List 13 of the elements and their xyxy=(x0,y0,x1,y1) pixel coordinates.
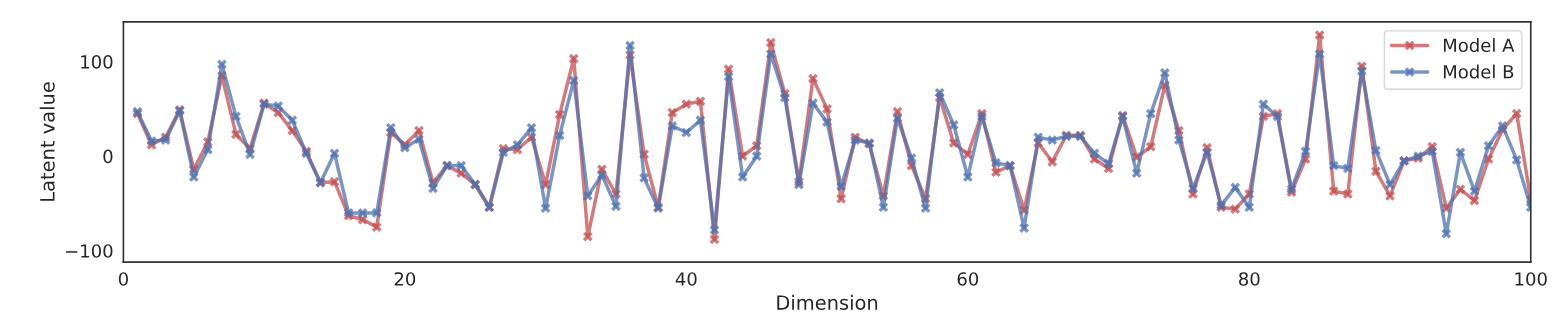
legend-label: Model A xyxy=(1443,38,1515,53)
y-tick-label: −100 xyxy=(66,244,113,258)
y-tick-label: 0 xyxy=(103,149,113,164)
x-tick-label: 40 xyxy=(675,272,697,286)
y-axis-title: Latent value xyxy=(39,82,55,201)
x-tick-label: 0 xyxy=(118,272,128,286)
x-tick-label: 20 xyxy=(394,272,416,286)
y-tick-label: 100 xyxy=(81,55,113,69)
legend-label: Model B xyxy=(1443,64,1514,79)
x-tick-label: 100 xyxy=(1515,272,1547,286)
x-tick-label: 60 xyxy=(957,272,979,286)
x-axis-title: Dimension xyxy=(777,294,878,310)
x-tick-label: 80 xyxy=(1239,272,1260,286)
